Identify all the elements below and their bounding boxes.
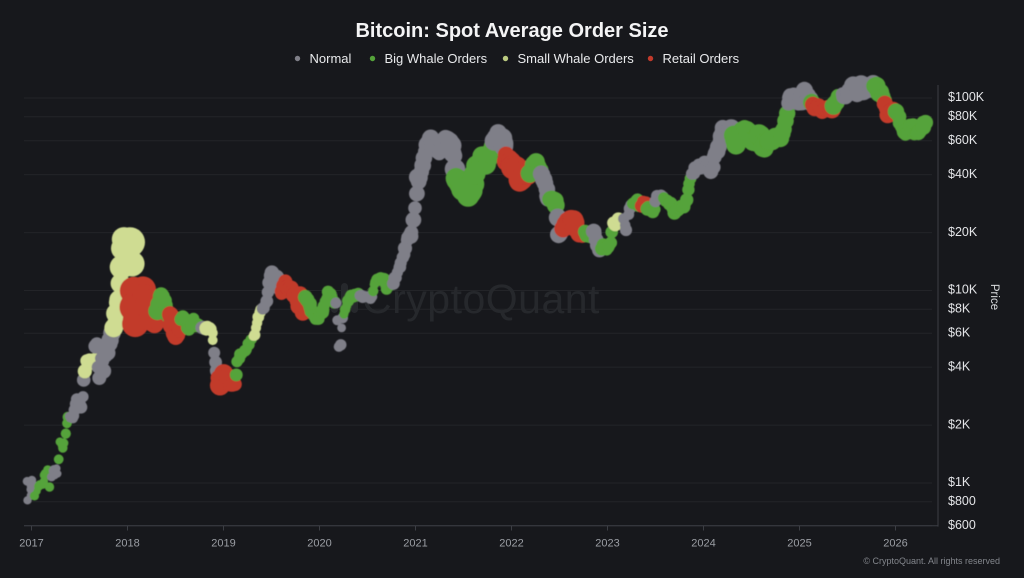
svg-text:$100K: $100K <box>948 90 985 104</box>
svg-text:2025: 2025 <box>787 538 811 550</box>
svg-text:2020: 2020 <box>307 538 331 550</box>
svg-text:$10K: $10K <box>948 283 978 297</box>
svg-text:$600: $600 <box>948 518 976 532</box>
svg-text:2026: 2026 <box>883 538 907 550</box>
svg-text:© CryptoQuant. All rights rese: © CryptoQuant. All rights reserved <box>863 556 1000 566</box>
svg-text:$6K: $6K <box>948 325 971 339</box>
svg-text:2018: 2018 <box>115 538 139 550</box>
svg-text:$800: $800 <box>948 494 976 508</box>
svg-text:$80K: $80K <box>948 109 978 123</box>
svg-text:2021: 2021 <box>403 538 427 550</box>
svg-text:Big Whale Orders: Big Whale Orders <box>385 51 488 66</box>
svg-text:Retail Orders: Retail Orders <box>663 51 740 66</box>
svg-text:Normal: Normal <box>310 51 352 66</box>
svg-text:$2K: $2K <box>948 417 971 431</box>
svg-text:2023: 2023 <box>595 538 619 550</box>
svg-text:Price: Price <box>988 284 1000 310</box>
svg-text:2024: 2024 <box>691 538 715 550</box>
svg-text:Small Whale Orders: Small Whale Orders <box>518 51 635 66</box>
svg-text:$60K: $60K <box>948 133 978 147</box>
svg-text:$40K: $40K <box>948 167 978 181</box>
svg-text:$1K: $1K <box>948 475 971 489</box>
svg-text:2022: 2022 <box>499 538 523 550</box>
svg-text:$20K: $20K <box>948 225 978 239</box>
svg-text:$8K: $8K <box>948 301 971 315</box>
svg-text:Bitcoin: Spot Average Order Si: Bitcoin: Spot Average Order Size <box>355 20 668 42</box>
svg-text:2019: 2019 <box>211 538 235 550</box>
svg-text:CryptoQuant: CryptoQuant <box>362 276 600 322</box>
svg-text:$4K: $4K <box>948 359 971 373</box>
svg-text:2017: 2017 <box>19 538 43 550</box>
